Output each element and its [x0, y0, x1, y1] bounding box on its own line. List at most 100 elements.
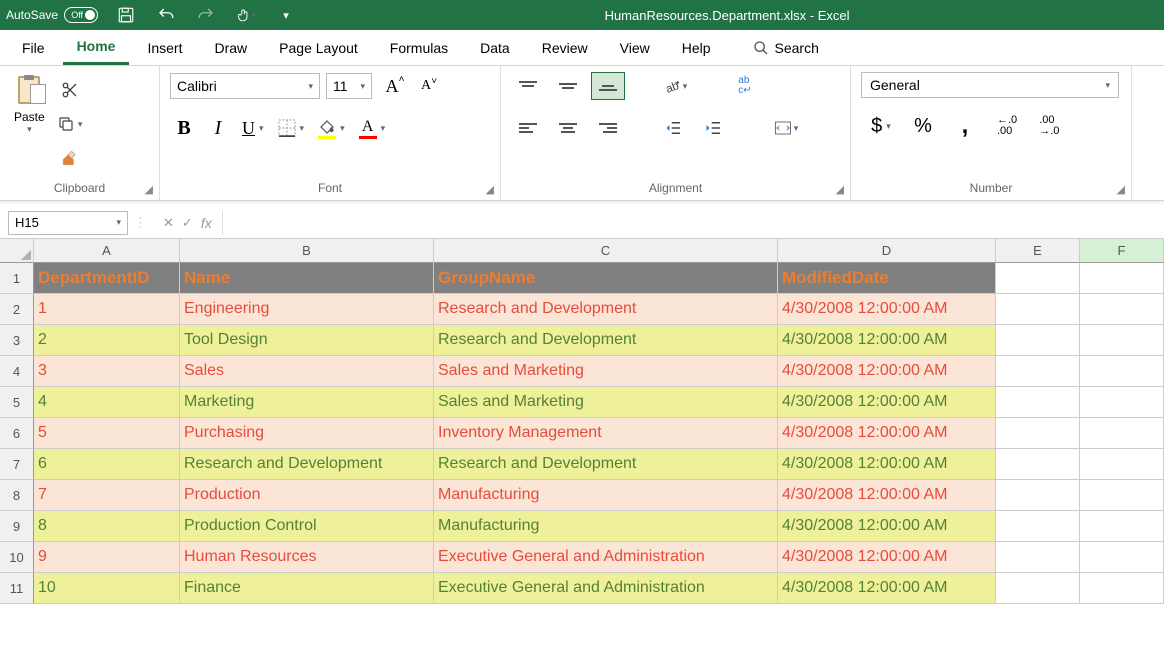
- fill-color-button[interactable]: ▾: [314, 114, 349, 142]
- enter-icon[interactable]: ✓: [182, 215, 193, 231]
- cell[interactable]: [1080, 418, 1164, 449]
- cell[interactable]: [996, 356, 1080, 387]
- percent-format-button[interactable]: %: [909, 112, 937, 140]
- cell[interactable]: 4/30/2008 12:00:00 AM: [778, 294, 996, 325]
- wrap-text-button[interactable]: abc↵: [723, 72, 767, 100]
- cell[interactable]: 4/30/2008 12:00:00 AM: [778, 480, 996, 511]
- row-header-9[interactable]: 9: [0, 511, 34, 542]
- cell[interactable]: [996, 573, 1080, 604]
- bold-button[interactable]: B: [170, 114, 198, 142]
- dialog-launcher-icon[interactable]: ◢: [145, 183, 153, 196]
- column-header-A[interactable]: A: [34, 239, 180, 263]
- touch-mode-icon[interactable]: ▾: [236, 5, 256, 25]
- cell-grid[interactable]: DepartmentIDNameGroupNameModifiedDate1En…: [34, 263, 1164, 604]
- row-header-6[interactable]: 6: [0, 418, 34, 449]
- cell[interactable]: [1080, 480, 1164, 511]
- formula-input[interactable]: [222, 211, 1164, 235]
- redo-icon[interactable]: [196, 5, 216, 25]
- cell[interactable]: [1080, 511, 1164, 542]
- tab-draw[interactable]: Draw: [200, 32, 261, 64]
- increase-indent-button[interactable]: [697, 114, 731, 142]
- cell[interactable]: [1080, 356, 1164, 387]
- column-header-B[interactable]: B: [180, 239, 434, 263]
- cell[interactable]: DepartmentID: [34, 263, 180, 294]
- tab-help[interactable]: Help: [668, 32, 725, 64]
- cancel-icon[interactable]: ✕: [163, 215, 174, 231]
- cell[interactable]: 4/30/2008 12:00:00 AM: [778, 387, 996, 418]
- cell[interactable]: [996, 449, 1080, 480]
- cell[interactable]: [996, 263, 1080, 294]
- cell[interactable]: Sales: [180, 356, 434, 387]
- comma-format-button[interactable]: ,: [951, 112, 979, 140]
- cell[interactable]: 7: [34, 480, 180, 511]
- cell[interactable]: 2: [34, 325, 180, 356]
- cell[interactable]: Purchasing: [180, 418, 434, 449]
- decrease-font-button[interactable]: A˅: [412, 72, 440, 100]
- cell[interactable]: 4: [34, 387, 180, 418]
- align-top-button[interactable]: [511, 72, 545, 100]
- tab-formulas[interactable]: Formulas: [376, 32, 462, 64]
- cell[interactable]: [996, 511, 1080, 542]
- cell[interactable]: Production Control: [180, 511, 434, 542]
- cell[interactable]: Manufacturing: [434, 480, 778, 511]
- cell[interactable]: Human Resources: [180, 542, 434, 573]
- cell[interactable]: Research and Development: [434, 325, 778, 356]
- tab-view[interactable]: View: [606, 32, 664, 64]
- cell[interactable]: [1080, 387, 1164, 418]
- cell[interactable]: [996, 294, 1080, 325]
- row-header-8[interactable]: 8: [0, 480, 34, 511]
- borders-button[interactable]: ▾: [274, 114, 309, 142]
- cell[interactable]: [1080, 449, 1164, 480]
- column-header-F[interactable]: F: [1080, 239, 1164, 263]
- tab-file[interactable]: File: [8, 32, 59, 64]
- fx-icon[interactable]: fx: [201, 215, 212, 231]
- column-header-D[interactable]: D: [778, 239, 996, 263]
- cell[interactable]: 1: [34, 294, 180, 325]
- customize-qat-icon[interactable]: ▾: [276, 5, 296, 25]
- dialog-launcher-icon[interactable]: ◢: [486, 183, 494, 196]
- underline-button[interactable]: U▾: [238, 114, 268, 142]
- decrease-indent-button[interactable]: [657, 114, 691, 142]
- copy-button[interactable]: ▾: [53, 110, 87, 138]
- select-all-corner[interactable]: [0, 239, 34, 263]
- align-center-button[interactable]: [551, 114, 585, 142]
- cell[interactable]: Executive General and Administration: [434, 573, 778, 604]
- tab-page-layout[interactable]: Page Layout: [265, 32, 372, 64]
- row-header-5[interactable]: 5: [0, 387, 34, 418]
- cell[interactable]: 4/30/2008 12:00:00 AM: [778, 418, 996, 449]
- column-header-C[interactable]: C: [434, 239, 778, 263]
- tab-data[interactable]: Data: [466, 32, 524, 64]
- row-header-2[interactable]: 2: [0, 294, 34, 325]
- cell[interactable]: [1080, 294, 1164, 325]
- cell[interactable]: 3: [34, 356, 180, 387]
- cell[interactable]: 4/30/2008 12:00:00 AM: [778, 511, 996, 542]
- autosave-switch[interactable]: Off: [64, 7, 98, 23]
- tab-home[interactable]: Home: [63, 30, 130, 65]
- cell[interactable]: Research and Development: [180, 449, 434, 480]
- cell[interactable]: Name: [180, 263, 434, 294]
- format-painter-button[interactable]: [53, 144, 87, 172]
- cell[interactable]: Research and Development: [434, 294, 778, 325]
- save-icon[interactable]: [116, 5, 136, 25]
- accounting-format-button[interactable]: $▾: [867, 112, 895, 140]
- row-header-3[interactable]: 3: [0, 325, 34, 356]
- increase-font-button[interactable]: A˄: [378, 72, 406, 100]
- cell[interactable]: 4/30/2008 12:00:00 AM: [778, 356, 996, 387]
- cell[interactable]: Sales and Marketing: [434, 356, 778, 387]
- cell[interactable]: GroupName: [434, 263, 778, 294]
- tab-review[interactable]: Review: [528, 32, 602, 64]
- search-button[interactable]: Search: [739, 32, 833, 64]
- cell[interactable]: 4/30/2008 12:00:00 AM: [778, 542, 996, 573]
- cell[interactable]: Executive General and Administration: [434, 542, 778, 573]
- cell[interactable]: 4/30/2008 12:00:00 AM: [778, 325, 996, 356]
- font-size-select[interactable]: 11 ▾: [326, 73, 372, 99]
- align-middle-button[interactable]: [551, 72, 585, 100]
- row-header-1[interactable]: 1: [0, 263, 34, 294]
- cell[interactable]: Finance: [180, 573, 434, 604]
- cell[interactable]: 4/30/2008 12:00:00 AM: [778, 449, 996, 480]
- cell[interactable]: [996, 387, 1080, 418]
- cell[interactable]: Marketing: [180, 387, 434, 418]
- cell[interactable]: [1080, 263, 1164, 294]
- increase-decimal-button[interactable]: ←.0.00: [993, 112, 1021, 140]
- cell[interactable]: [1080, 325, 1164, 356]
